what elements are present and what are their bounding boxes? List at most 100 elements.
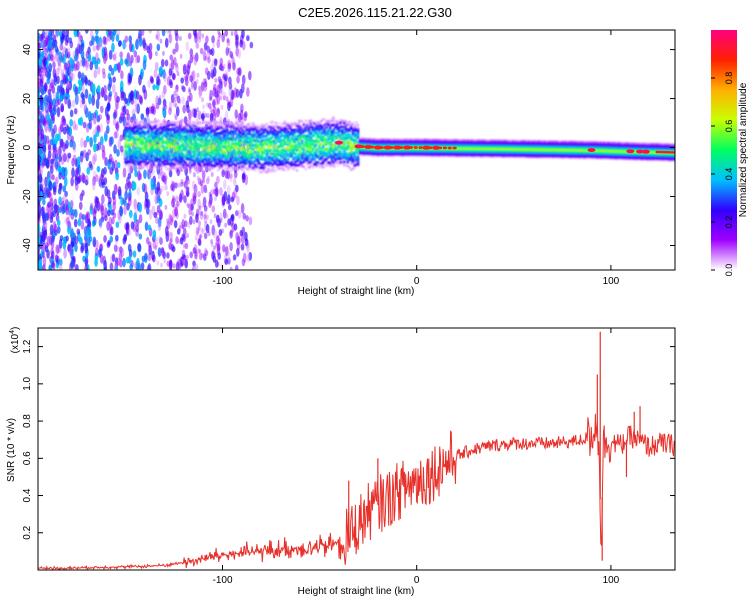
heatmap-noise-cell [50, 54, 54, 61]
heatmap-noise-cell [155, 51, 158, 56]
heatmap-band-cell [264, 165, 267, 168]
heatmap-noise-cell [205, 189, 208, 194]
heatmap-noise-cell [57, 220, 61, 227]
heatmap-noise-cell [206, 215, 209, 220]
heatmap-noise-cell [168, 33, 171, 38]
heatmap-noise-cell [125, 36, 129, 43]
heatmap-noise-cell [186, 104, 190, 113]
heatmap-band-cell [217, 121, 220, 124]
heatmap-noise-cell [228, 48, 231, 53]
heatmap-noise-cell [175, 63, 178, 68]
heatmap-band-cell [147, 168, 150, 171]
heatmap-band-cell [219, 135, 222, 138]
heatmap-noise-cell [69, 139, 73, 147]
heatmap-noise-cell [118, 41, 122, 47]
heatmap-noise-cell [226, 213, 229, 218]
heatmap-band-cell [310, 119, 313, 122]
heatmap-noise-cell [181, 85, 184, 90]
heatmap-noise-cell [113, 118, 117, 126]
heatmap-noise-cell [219, 89, 222, 94]
heatmap-noise-cell [199, 235, 202, 240]
heatmap-band-cell [242, 122, 245, 125]
heatmap-noise-cell [69, 247, 73, 256]
heatmap-noise-cell [97, 166, 101, 172]
heatmap-noise-cell [50, 78, 54, 87]
heatmap-noise-cell [246, 35, 250, 41]
heatmap-noise-cell [149, 209, 153, 220]
heatmap-noise-cell [97, 85, 101, 93]
heatmap-band-cell [168, 151, 171, 154]
heatmap-noise-cell [135, 56, 139, 63]
heatmap-noise-cell [57, 107, 61, 117]
heatmap-noise-cell [124, 190, 128, 200]
heatmap-noise-cell [162, 90, 166, 98]
heatmap-noise-cell [100, 203, 104, 212]
heatmap-noise-cell [60, 43, 64, 51]
heatmap-noise-cell [165, 105, 168, 110]
heatmap-noise-cell [75, 167, 79, 174]
heatmap-noise-cell [201, 97, 204, 102]
heatmap-noise-cell [227, 185, 231, 195]
heatmap-noise-cell [47, 236, 51, 247]
heatmap-noise-cell [243, 253, 247, 263]
heatmap-noise-cell [64, 96, 68, 104]
heatmap-band-cell [283, 169, 286, 172]
heatmap-noise-cell [93, 143, 97, 153]
heatmap-noise-cell [210, 107, 213, 112]
heatmap-noise-cell [172, 195, 175, 200]
heatmap-noise-cell [78, 71, 82, 79]
heatmap-band-cell [348, 133, 351, 136]
heatmap-noise-cell [213, 246, 216, 251]
heatmap-noise-cell [213, 253, 216, 258]
heatmap-noise-cell [130, 58, 134, 64]
heatmap-noise-cell [198, 220, 201, 225]
heatmap-noise-cell [94, 70, 98, 79]
heatmap-band-cell [170, 168, 173, 171]
heatmap-noise-cell [85, 89, 89, 99]
heatmap-noise-cell [123, 167, 127, 177]
heatmap-noise-cell [102, 68, 106, 74]
heatmap-band-cell [233, 125, 236, 128]
heatmap-band-cell [304, 168, 307, 171]
heatmap-noise-cell [96, 99, 100, 110]
heatmap-band-cell [357, 161, 360, 164]
heatmap-noise-cell [144, 89, 148, 100]
heatmap-noise-cell [37, 52, 41, 59]
heatmap-noise-cell [193, 172, 196, 177]
heatmap-band-cell [271, 121, 274, 124]
heatmap-noise-cell [107, 101, 111, 111]
heatmap-noise-cell [214, 213, 217, 218]
heatmap-noise-cell [80, 92, 84, 99]
heatmap-band-cell [194, 169, 197, 172]
heatmap-noise-cell [80, 137, 84, 148]
heatmap-noise-cell [236, 76, 240, 84]
heatmap-noise-cell [154, 194, 158, 204]
heatmap-noise-cell [174, 207, 178, 216]
heatmap-noise-cell [51, 112, 55, 120]
heatmap-noise-cell [136, 187, 140, 196]
heatmap-noise-cell [111, 209, 115, 215]
heatmap-band-cell [131, 157, 134, 160]
heatmap-noise-cell [210, 114, 213, 119]
heatmap-noise-cell [111, 31, 115, 42]
heatmap-noise-cell [89, 61, 93, 70]
heatmap-noise-cell [46, 249, 50, 258]
heatmap-noise-cell [47, 202, 51, 208]
heatmap-noise-cell [153, 183, 157, 190]
heatmap-noise-cell [101, 145, 105, 153]
heatmap-noise-cell [159, 209, 163, 219]
heatmap-band-cell [352, 122, 355, 125]
heatmap-noise-cell [56, 75, 60, 84]
heatmap-noise-cell [85, 152, 89, 161]
heatmap-noise-cell [181, 96, 185, 104]
heatmap-noise-cell [235, 210, 239, 216]
heatmap-noise-cell [43, 117, 47, 125]
heatmap-band-cell [158, 147, 161, 150]
heatmap-noise-cell [243, 113, 247, 121]
heatmap-noise-cell [231, 54, 234, 59]
heatmap-band-cell [212, 121, 215, 124]
heatmap-noise-cell [230, 267, 233, 272]
heatmap-noise-cell [158, 247, 162, 257]
heatmap-noise-cell [223, 64, 226, 69]
heatmap-noise-cell [179, 197, 182, 202]
